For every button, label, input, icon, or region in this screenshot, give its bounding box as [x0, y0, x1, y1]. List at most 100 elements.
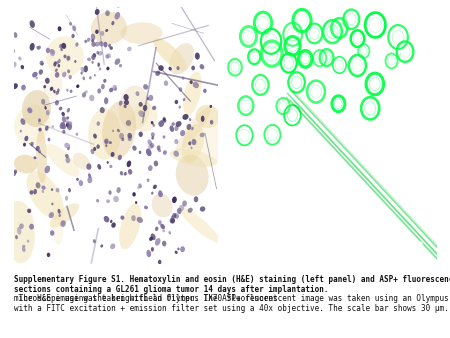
- Ellipse shape: [0, 82, 3, 86]
- Ellipse shape: [120, 171, 123, 175]
- Ellipse shape: [60, 48, 63, 51]
- Ellipse shape: [170, 125, 174, 132]
- Ellipse shape: [45, 78, 50, 84]
- Ellipse shape: [146, 250, 151, 257]
- Ellipse shape: [93, 239, 96, 243]
- Ellipse shape: [219, 115, 223, 120]
- Ellipse shape: [152, 194, 172, 217]
- Ellipse shape: [43, 73, 63, 99]
- Ellipse shape: [115, 58, 120, 65]
- Ellipse shape: [121, 22, 162, 44]
- Ellipse shape: [67, 56, 70, 61]
- Ellipse shape: [94, 74, 96, 76]
- Ellipse shape: [183, 98, 185, 101]
- Ellipse shape: [131, 215, 136, 221]
- Ellipse shape: [177, 208, 182, 214]
- Ellipse shape: [203, 89, 207, 93]
- Ellipse shape: [50, 49, 55, 54]
- Ellipse shape: [55, 72, 59, 78]
- Ellipse shape: [171, 122, 175, 126]
- Ellipse shape: [143, 84, 148, 90]
- Ellipse shape: [88, 174, 91, 178]
- Ellipse shape: [20, 118, 25, 125]
- Ellipse shape: [132, 192, 136, 197]
- Ellipse shape: [64, 143, 70, 149]
- Ellipse shape: [18, 56, 22, 61]
- Ellipse shape: [21, 84, 26, 91]
- Ellipse shape: [46, 48, 50, 53]
- Ellipse shape: [27, 107, 32, 113]
- Ellipse shape: [111, 152, 115, 157]
- Ellipse shape: [163, 279, 167, 284]
- Ellipse shape: [27, 209, 31, 213]
- Ellipse shape: [188, 208, 193, 213]
- Ellipse shape: [68, 121, 72, 128]
- Ellipse shape: [14, 105, 50, 144]
- Ellipse shape: [89, 95, 94, 101]
- Ellipse shape: [48, 138, 50, 141]
- Ellipse shape: [135, 91, 140, 96]
- Ellipse shape: [33, 189, 37, 194]
- Ellipse shape: [104, 42, 108, 47]
- Ellipse shape: [38, 128, 42, 131]
- Ellipse shape: [179, 87, 182, 92]
- Ellipse shape: [99, 68, 101, 71]
- Ellipse shape: [96, 144, 100, 149]
- Ellipse shape: [153, 161, 158, 166]
- Ellipse shape: [162, 229, 165, 233]
- Ellipse shape: [22, 245, 26, 248]
- Ellipse shape: [139, 184, 142, 188]
- Ellipse shape: [151, 121, 153, 124]
- Ellipse shape: [52, 200, 63, 245]
- Ellipse shape: [36, 146, 40, 151]
- Ellipse shape: [164, 80, 168, 86]
- Ellipse shape: [82, 76, 85, 80]
- Ellipse shape: [121, 216, 124, 220]
- Ellipse shape: [36, 182, 40, 189]
- Ellipse shape: [41, 186, 46, 190]
- Ellipse shape: [179, 105, 181, 109]
- Ellipse shape: [163, 117, 166, 120]
- Ellipse shape: [104, 139, 108, 144]
- Ellipse shape: [95, 9, 99, 15]
- Ellipse shape: [111, 222, 116, 228]
- Ellipse shape: [12, 83, 18, 89]
- Ellipse shape: [102, 101, 136, 159]
- Ellipse shape: [87, 57, 91, 61]
- Ellipse shape: [138, 111, 145, 117]
- Ellipse shape: [59, 44, 63, 49]
- Ellipse shape: [128, 169, 132, 175]
- Ellipse shape: [50, 49, 55, 56]
- Ellipse shape: [82, 92, 86, 98]
- Ellipse shape: [152, 106, 156, 110]
- Ellipse shape: [179, 205, 184, 211]
- Ellipse shape: [103, 79, 107, 83]
- Ellipse shape: [9, 213, 13, 219]
- Ellipse shape: [196, 105, 220, 128]
- Ellipse shape: [119, 203, 141, 249]
- Ellipse shape: [170, 149, 217, 167]
- Ellipse shape: [60, 220, 66, 227]
- Ellipse shape: [15, 235, 18, 239]
- Ellipse shape: [50, 87, 53, 91]
- Ellipse shape: [76, 178, 79, 181]
- Ellipse shape: [38, 120, 40, 122]
- Ellipse shape: [36, 77, 38, 79]
- Ellipse shape: [105, 10, 110, 16]
- Ellipse shape: [66, 157, 70, 163]
- Ellipse shape: [174, 213, 179, 219]
- Ellipse shape: [24, 136, 28, 141]
- Ellipse shape: [151, 132, 155, 137]
- Ellipse shape: [74, 60, 76, 63]
- Ellipse shape: [66, 116, 69, 120]
- Ellipse shape: [91, 39, 94, 43]
- Ellipse shape: [200, 64, 204, 69]
- Ellipse shape: [72, 25, 76, 31]
- Ellipse shape: [67, 124, 72, 130]
- Ellipse shape: [58, 26, 62, 31]
- Ellipse shape: [172, 213, 176, 219]
- Ellipse shape: [45, 106, 47, 110]
- Ellipse shape: [169, 43, 194, 75]
- Ellipse shape: [123, 94, 129, 101]
- Ellipse shape: [69, 22, 72, 26]
